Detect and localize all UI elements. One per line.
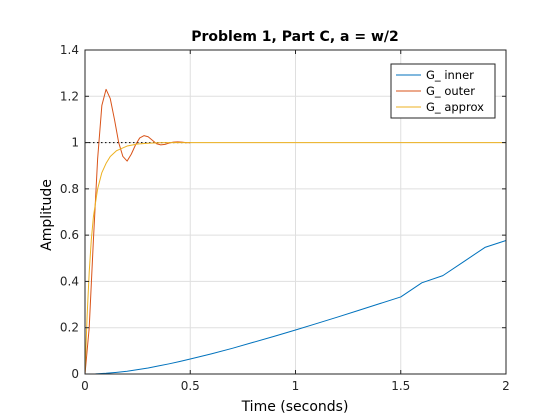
- y-tick-label: 0.8: [60, 182, 79, 196]
- legend-label: G_ inner: [426, 68, 474, 82]
- x-tick-label: 0.5: [181, 379, 200, 393]
- x-tick-label: 0: [81, 379, 89, 393]
- x-tick-label: 2: [502, 379, 510, 393]
- x-tick-label: 1: [292, 379, 300, 393]
- series-line-3: [84, 142, 506, 375]
- y-tick-label: 1.4: [60, 43, 79, 57]
- y-tick-label: 0: [71, 367, 79, 381]
- y-tick-labels: 0 0.2 0.4 0.6 0.8 1 1.2 1.4: [60, 43, 79, 381]
- legend-label: G_ approx: [426, 100, 484, 114]
- series-layer: [84, 88, 507, 375]
- x-tick-label: 1.5: [391, 379, 410, 393]
- y-tick-label: 1.2: [60, 89, 79, 103]
- chart-title: Problem 1, Part C, a = w/2: [191, 29, 398, 45]
- y-tick-label: 0.2: [60, 321, 79, 335]
- axis-ticks: [84, 49, 507, 375]
- x-axis-label: Time (seconds): [241, 399, 349, 415]
- y-tick-label: 0.6: [60, 228, 79, 242]
- y-axis-label: Amplitude: [39, 179, 55, 251]
- legend: G_ inner G_ outer G_ approx: [390, 63, 496, 119]
- legend-label: G_ outer: [426, 84, 475, 98]
- y-tick-label: 1: [71, 136, 79, 150]
- series-line-1: [84, 239, 507, 375]
- y-tick-label: 0.4: [60, 274, 79, 288]
- x-tick-labels: 0 0.5 1 1.5 2: [81, 379, 510, 393]
